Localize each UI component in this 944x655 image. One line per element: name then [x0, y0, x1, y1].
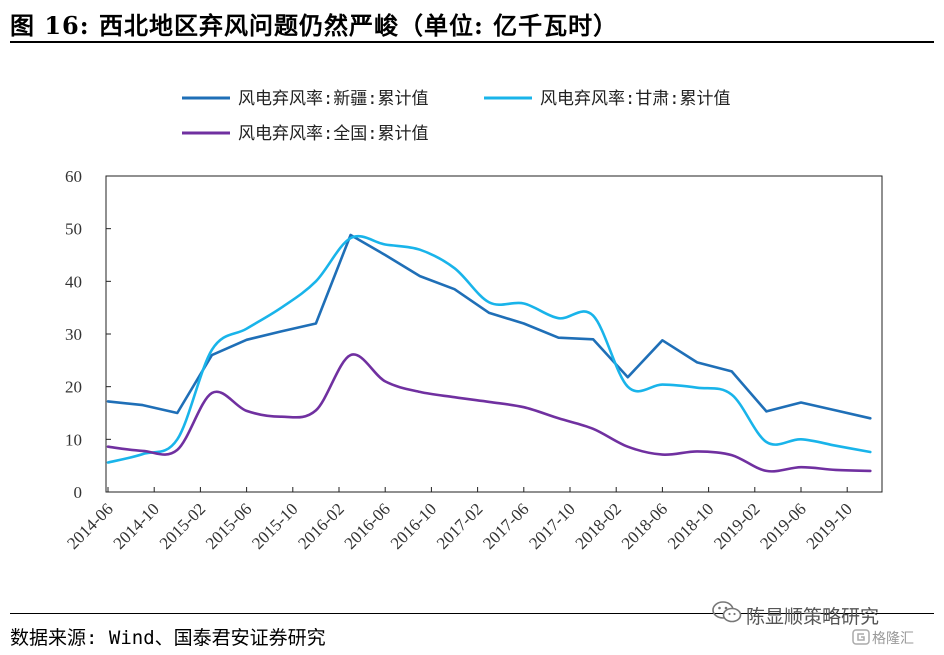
watermark-text: 陈显顺策略研究 [746, 606, 880, 628]
series-lines [106, 233, 872, 473]
wechat-icon [712, 601, 742, 623]
y-tick-label: 50 [65, 220, 82, 239]
x-tick-label: 2019-06 [756, 499, 810, 553]
legend-item-xinjiang: 风电弃风率:新疆:累计值 [182, 89, 428, 109]
source-rule [10, 613, 934, 614]
legend-item-gansu: 风电弃风率:甘肃:累计值 [484, 89, 730, 109]
x-tick-label: 2019-10 [803, 499, 857, 553]
y-tick-label: 0 [74, 483, 83, 502]
x-tick-label: 2017-10 [525, 499, 579, 553]
x-tick-label: 2019-02 [710, 499, 764, 553]
x-tick-label: 2015-02 [156, 499, 210, 553]
watermark: 陈显顺策略研究 格隆汇 [712, 598, 934, 654]
series-line-xinjiang [106, 233, 872, 420]
series-line-national [106, 353, 872, 473]
plot-frame [105, 175, 883, 493]
y-tick-label: 30 [65, 325, 82, 344]
x-tick-label: 2015-06 [202, 499, 256, 553]
series-line-gansu [106, 234, 872, 464]
x-tick-label: 2015-10 [248, 499, 302, 553]
x-tick-label: 2018-02 [572, 499, 626, 553]
x-tick-label: 2014-06 [63, 499, 117, 553]
y-tick-label: 40 [65, 272, 82, 291]
x-axis: 2014-062014-102015-022015-062015-102016-… [63, 487, 856, 553]
gelonghui-logo-icon [852, 629, 870, 645]
y-tick-label: 60 [65, 167, 82, 186]
x-tick-label: 2018-06 [618, 499, 672, 553]
y-tick-label: 20 [65, 378, 82, 397]
x-tick-label: 2018-10 [664, 499, 718, 553]
y-axis: 0 10 20 30 40 50 60 [65, 167, 111, 502]
x-tick-label: 2017-02 [433, 499, 487, 553]
legend-label: 风电弃风率:全国:累计值 [238, 124, 428, 144]
figure-title: 图 16: 西北地区弃风问题仍然严峻（单位: 亿千瓦时） [10, 11, 619, 40]
legend-label: 风电弃风率:新疆:累计值 [238, 89, 428, 109]
legend-label: 风电弃风率:甘肃:累计值 [540, 89, 730, 109]
x-tick-label: 2014-10 [110, 499, 164, 553]
watermark-brand: 格隆汇 [872, 631, 914, 647]
legend-item-national: 风电弃风率:全国:累计值 [182, 124, 428, 144]
source-note: 数据来源: Wind、国泰君安证券研究 [10, 627, 326, 649]
x-tick-label: 2017-06 [479, 499, 533, 553]
x-tick-label: 2016-02 [294, 499, 348, 553]
y-tick-label: 10 [65, 430, 82, 449]
title-rule [10, 41, 934, 43]
x-tick-label: 2016-10 [387, 499, 441, 553]
x-tick-label: 2016-06 [341, 499, 395, 553]
